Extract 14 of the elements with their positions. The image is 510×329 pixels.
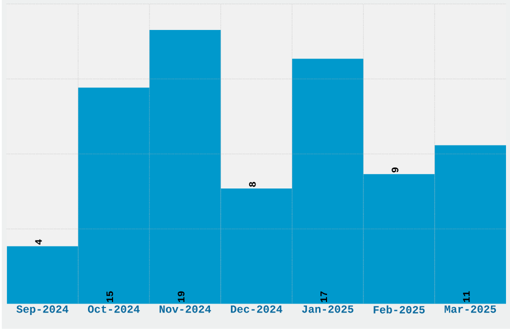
x-tick-label: Jan-2025: [302, 306, 354, 313]
x-tick-label: Feb-2025: [374, 306, 425, 314]
data-label: 8: [249, 182, 256, 187]
data-label: 17: [320, 292, 328, 302]
x-tick-label: Dec-2024: [230, 306, 282, 313]
data-label: 15: [106, 291, 114, 302]
x-tick-label: Nov-2024: [160, 306, 211, 313]
data-label: 9: [392, 168, 398, 172]
x-tick-label: Oct-2024: [88, 306, 140, 313]
data-label: 19: [178, 291, 184, 302]
data-label: 4: [35, 239, 42, 245]
x-tick-label: Sep-2024: [16, 306, 68, 316]
x-tick-label: Mar-2025: [444, 306, 496, 313]
data-label: 11: [463, 291, 470, 302]
